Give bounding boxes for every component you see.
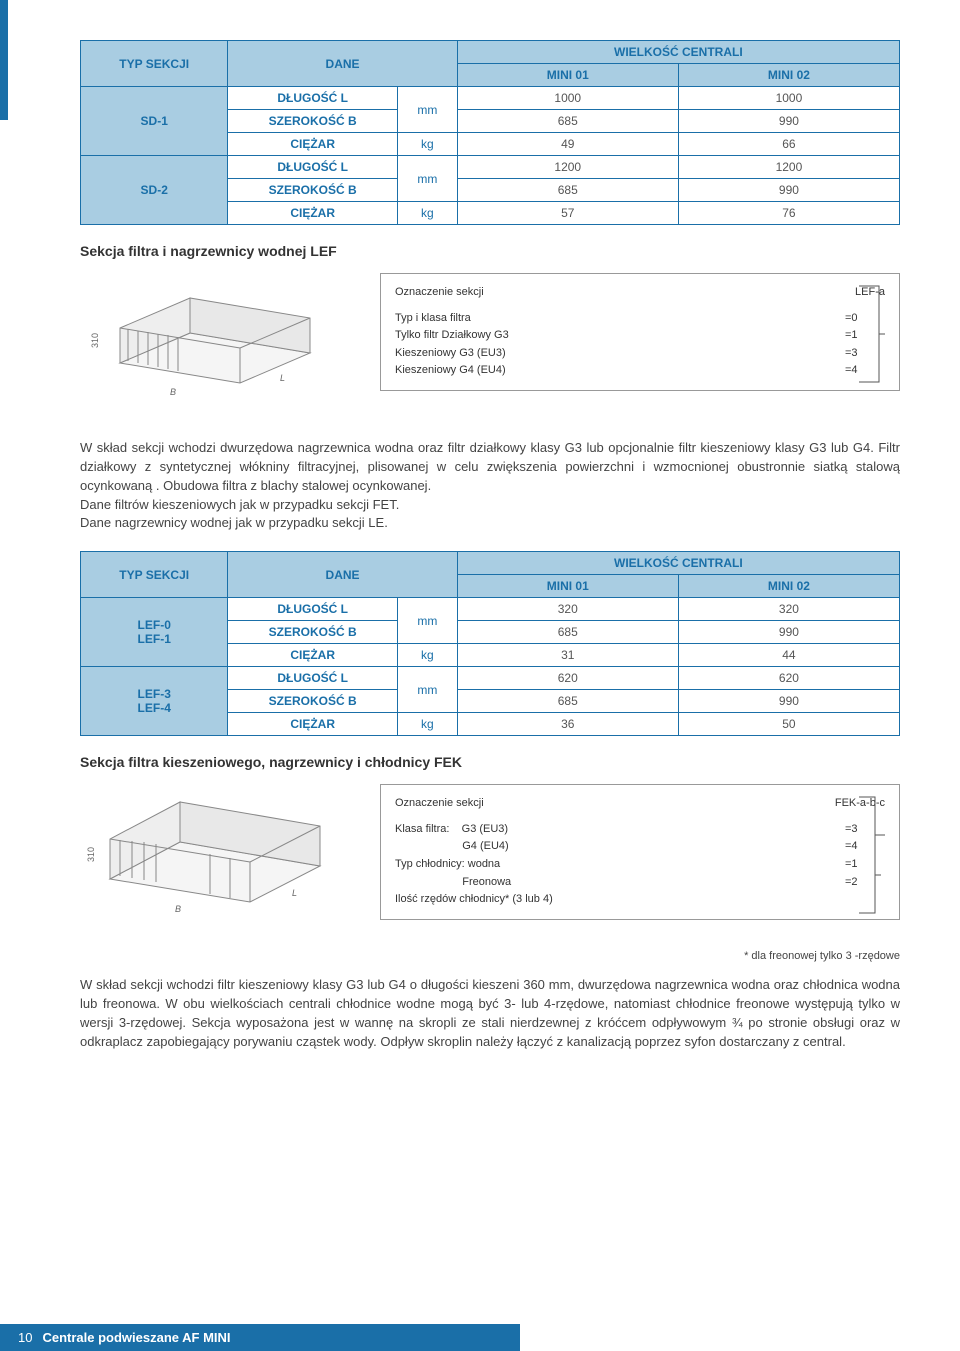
svg-text:B: B <box>170 387 176 397</box>
legend-line: Freonowa =2 <box>395 874 885 892</box>
legend-line: Tylko filtr Działkowy G3 =1 <box>395 327 885 345</box>
table-sd: TYP SEKCJIDANEWIELKOŚĆ CENTRALIMINI 01MI… <box>80 40 900 225</box>
legend-line: G4 (EU4) =4 <box>395 838 885 856</box>
diagram-fek: 310 B L <box>80 784 340 924</box>
body-text-lef: W skład sekcji wchodzi dwurzędowa nagrze… <box>80 439 900 533</box>
footnote-fek: * dla freonowej tylko 3 -rzędowe <box>80 950 900 962</box>
footer-title: Centrale podwieszane AF MINI <box>42 1330 230 1345</box>
legend-lef: Oznaczenie sekcji LEF-a Typ i klasa filt… <box>380 273 900 391</box>
legend-header-label: Oznaczenie sekcji <box>395 284 484 302</box>
table-lef: TYP SEKCJIDANEWIELKOŚĆ CENTRALIMINI 01MI… <box>80 551 900 736</box>
legend-fek: Oznaczenie sekcji FEK-a-b-c Klasa filtra… <box>380 784 900 920</box>
side-tab <box>0 0 8 120</box>
section-title-lef: Sekcja filtra i nagrzewnicy wodnej LEF <box>80 243 900 259</box>
legend-line: Typ i klasa filtra =0 <box>395 310 885 328</box>
page-footer: 10 Centrale podwieszane AF MINI <box>0 1324 520 1351</box>
legend-line: Kieszeniowy G3 (EU3) =3 <box>395 345 885 363</box>
legend-line: Kieszeniowy G4 (EU4) =4 <box>395 362 885 380</box>
page-number: 10 <box>18 1330 32 1345</box>
svg-text:B: B <box>175 904 181 914</box>
legend-line: Klasa filtra: G3 (EU3) =3 <box>395 821 885 839</box>
diagram-lef: 310 B L <box>80 273 340 413</box>
svg-text:L: L <box>280 373 285 383</box>
body-text-fek: W skład sekcji wchodzi filtr kieszeniowy… <box>80 976 900 1051</box>
svg-text:310: 310 <box>86 847 96 862</box>
section-title-fek: Sekcja filtra kieszeniowego, nagrzewnicy… <box>80 754 900 770</box>
legend-line: Typ chłodnicy: wodna =1 <box>395 856 885 874</box>
legend-line: Ilość rzędów chłodnicy* (3 lub 4) <box>395 891 885 909</box>
svg-text:L: L <box>292 888 297 898</box>
legend-header-label: Oznaczenie sekcji <box>395 795 484 813</box>
dim-label: 310 <box>90 333 100 348</box>
